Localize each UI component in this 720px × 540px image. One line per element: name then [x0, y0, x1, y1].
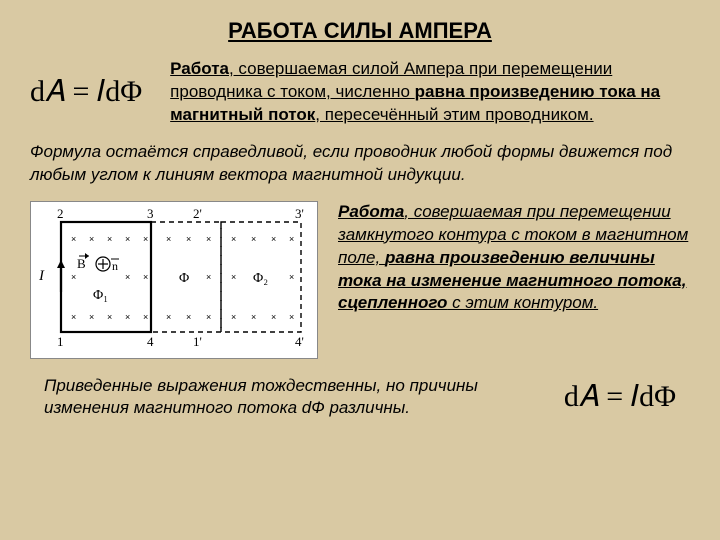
circuit-diagram: × × × × × × × × × × × × × × × × × × × × × × × × × × × × × × B… [30, 201, 318, 359]
svg-text:×: × [289, 312, 294, 322]
svg-text:×: × [251, 312, 256, 322]
formula-1: d𝐴 = 𝐼dΦ [30, 75, 142, 109]
svg-text:×: × [231, 312, 236, 322]
def2-work: Работа [338, 202, 404, 221]
svg-text:×: × [289, 272, 294, 282]
svg-text:×: × [206, 312, 211, 322]
n-label: n [112, 259, 118, 273]
row-formula-def: d𝐴 = 𝐼dΦ Работа, совершаемая силой Ампер… [0, 44, 720, 135]
svg-text:×: × [107, 234, 112, 244]
corner-3: 3 [147, 206, 154, 221]
phi-label: Φ [179, 271, 189, 286]
corner-1: 1 [57, 334, 64, 349]
corner-4: 4 [147, 334, 154, 349]
def1-work: Работа [170, 59, 229, 78]
corner-4p: 4' [295, 334, 304, 349]
svg-text:×: × [271, 234, 276, 244]
svg-text:×: × [71, 272, 76, 282]
svg-text:×: × [107, 312, 112, 322]
row-conclusion: Приведенные выражения тождественны, но п… [0, 367, 720, 419]
svg-text:×: × [186, 312, 191, 322]
corner-1p: 1' [193, 334, 202, 349]
formula-2: d𝐴 = 𝐼dΦ [564, 380, 676, 414]
svg-text:×: × [251, 234, 256, 244]
b-vector: B [77, 253, 89, 271]
svg-text:×: × [125, 312, 130, 322]
def1-t4: , пересечённый этим проводником. [315, 105, 593, 124]
page-title: РАБОТА СИЛЫ АМПЕРА [0, 0, 720, 44]
svg-text:×: × [206, 234, 211, 244]
phi1-label: Φ₁ [93, 288, 108, 303]
corner-3p: 3' [295, 206, 304, 221]
svg-text:×: × [71, 234, 76, 244]
svg-text:×: × [231, 234, 236, 244]
svg-text:×: × [289, 234, 294, 244]
def2-t4: с этим контуром. [447, 293, 598, 312]
svg-text:×: × [71, 312, 76, 322]
paragraph-2: Приведенные выражения тождественны, но п… [44, 375, 536, 419]
svg-text:×: × [89, 312, 94, 322]
svg-text:×: × [143, 234, 148, 244]
svg-text:B: B [77, 256, 86, 271]
definition-1: Работа, совершаемая силой Ампера при пер… [170, 58, 690, 127]
phi2-label: Φ₂ [253, 271, 268, 286]
svg-text:×: × [143, 312, 148, 322]
row-diagram-def: × × × × × × × × × × × × × × × × × × × × × × × × × × × × × × B… [0, 197, 720, 367]
current-arrow [57, 260, 65, 268]
svg-text:×: × [166, 234, 171, 244]
svg-text:×: × [143, 272, 148, 282]
svg-text:×: × [231, 272, 236, 282]
svg-text:×: × [271, 312, 276, 322]
definition-2: Работа, совершаемая при перемещении замк… [338, 201, 690, 316]
svg-text:×: × [206, 272, 211, 282]
svg-text:×: × [89, 234, 94, 244]
corner-2: 2 [57, 206, 64, 221]
svg-text:×: × [125, 234, 130, 244]
svg-text:×: × [186, 234, 191, 244]
svg-text:×: × [166, 312, 171, 322]
corner-2p: 2' [193, 206, 202, 221]
paragraph-1: Формула остаётся справедливой, если пров… [0, 135, 720, 197]
svg-text:×: × [125, 272, 130, 282]
current-label: I [38, 268, 45, 284]
